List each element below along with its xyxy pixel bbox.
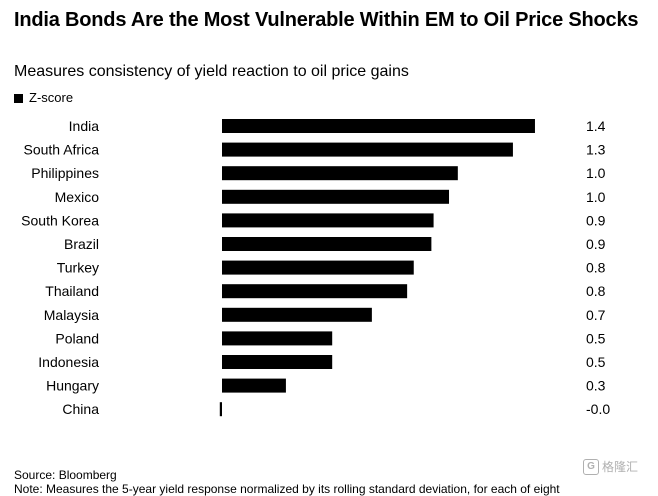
chart-subtitle: Measures consistency of yield reaction t…: [14, 63, 409, 80]
value-label: -0.0: [586, 401, 610, 417]
watermark: G 格隆汇: [583, 458, 638, 475]
category-label: Hungary: [46, 378, 99, 394]
footnote: Note: Measures the 5-year yield response…: [14, 482, 560, 496]
bar: [222, 260, 414, 275]
bar: [222, 142, 513, 157]
category-label: Thailand: [45, 283, 99, 299]
value-label: 0.3: [586, 378, 606, 394]
value-label: 1.3: [586, 142, 606, 158]
category-label: China: [62, 401, 99, 417]
bar: [222, 213, 434, 228]
watermark-logo-icon: G: [583, 458, 599, 475]
category-label: South Korea: [21, 212, 99, 228]
value-label: 0.5: [586, 354, 606, 370]
value-label: 0.9: [586, 236, 606, 252]
bar: [222, 189, 450, 204]
category-label: Philippines: [31, 165, 99, 181]
legend-swatch: [14, 93, 23, 103]
value-label: 0.9: [586, 212, 606, 228]
category-label: Malaysia: [44, 307, 99, 323]
bar-chart: India 1.4 South Africa 1.3 Philippines 1.0 Mex…: [21, 118, 610, 417]
bar: [222, 307, 372, 322]
bar: [222, 355, 333, 369]
chart-title: India Bonds Are the Most Vulnerable With…: [14, 9, 639, 31]
bar: [222, 331, 333, 346]
legend: Z-score: [14, 90, 73, 106]
value-label: 0.5: [586, 330, 606, 346]
category-label: India: [69, 118, 100, 134]
value-label: 0.8: [586, 283, 606, 299]
category-label: Indonesia: [38, 354, 99, 370]
bar: [222, 378, 286, 393]
value-label: 1.4: [586, 118, 606, 134]
category-label: Turkey: [57, 260, 99, 276]
value-label: 1.0: [586, 189, 606, 205]
bar: [222, 119, 535, 133]
bar: [222, 166, 458, 181]
bar: [219, 402, 222, 417]
category-label: Poland: [55, 330, 99, 346]
bar: [222, 237, 432, 251]
value-label: 1.0: [586, 165, 606, 181]
category-label: Brazil: [64, 236, 99, 252]
category-label: South Africa: [24, 142, 100, 158]
watermark-text: 格隆汇: [602, 460, 639, 474]
bar: [222, 284, 408, 299]
category-label: Mexico: [55, 189, 100, 205]
source-note: Source: Bloomberg: [14, 468, 117, 482]
legend-label: Z-score: [29, 90, 74, 105]
value-label: 0.7: [586, 307, 606, 323]
value-label: 0.8: [586, 260, 606, 276]
